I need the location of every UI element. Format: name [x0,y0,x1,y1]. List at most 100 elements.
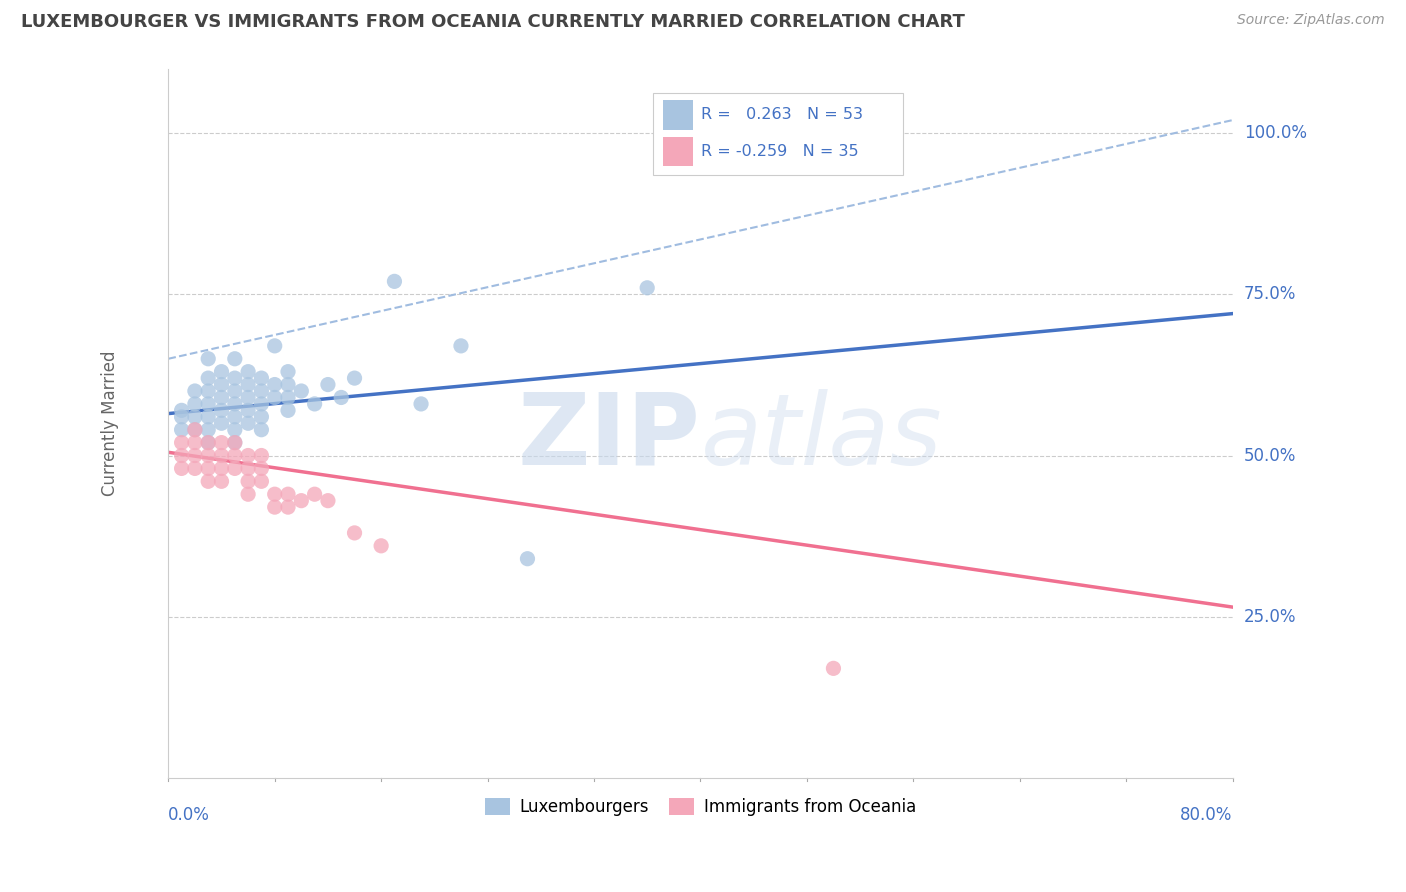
Point [170,461,193,475]
Point [236,377,259,392]
Text: 100.0%: 100.0% [1244,124,1306,142]
Point [211,461,233,475]
Point [290,384,312,398]
Bar [664,136,693,167]
Point [224,371,246,385]
Point [236,365,259,379]
Point [409,397,432,411]
Point [197,449,219,463]
Point [250,371,273,385]
Point [236,417,259,431]
Point [263,339,285,353]
Point [224,351,246,366]
Point [316,377,339,392]
Point [263,487,285,501]
Point [184,449,207,463]
Point [823,661,845,675]
Point [516,551,538,566]
Point [197,397,219,411]
Point [197,435,219,450]
Point [316,493,339,508]
Point [184,423,207,437]
Text: Source: ZipAtlas.com: Source: ZipAtlas.com [1237,13,1385,28]
Point [211,449,233,463]
Text: R = -0.259   N = 35: R = -0.259 N = 35 [702,144,859,159]
Point [184,461,207,475]
Text: 75.0%: 75.0% [1244,285,1296,303]
Point [277,391,299,405]
Point [263,500,285,515]
Text: atlas: atlas [700,389,942,486]
Point [184,423,207,437]
Point [450,339,472,353]
Point [370,539,392,553]
Point [224,384,246,398]
Point [384,274,406,288]
Point [290,493,312,508]
Text: 50.0%: 50.0% [1244,447,1296,465]
Point [250,475,273,489]
Point [224,397,246,411]
Text: LUXEMBOURGER VS IMMIGRANTS FROM OCEANIA CURRENTLY MARRIED CORRELATION CHART: LUXEMBOURGER VS IMMIGRANTS FROM OCEANIA … [21,13,965,31]
Point [236,487,259,501]
Point [197,435,219,450]
Point [236,391,259,405]
Point [170,449,193,463]
Point [211,391,233,405]
Text: 25.0%: 25.0% [1244,607,1296,626]
Text: R =   0.263   N = 53: R = 0.263 N = 53 [702,107,863,122]
Point [184,397,207,411]
Text: 0.0%: 0.0% [169,806,209,824]
Point [211,365,233,379]
Legend: Luxembourgers, Immigrants from Oceania: Luxembourgers, Immigrants from Oceania [478,791,922,823]
Point [236,449,259,463]
FancyBboxPatch shape [652,94,903,175]
Point [250,397,273,411]
Point [197,475,219,489]
Point [277,377,299,392]
Point [170,403,193,417]
Point [184,435,207,450]
Point [224,435,246,450]
Point [197,371,219,385]
Point [330,391,353,405]
Point [211,403,233,417]
Point [263,377,285,392]
Point [184,384,207,398]
Point [277,403,299,417]
Point [263,391,285,405]
Point [224,409,246,424]
Point [250,409,273,424]
Point [211,475,233,489]
Point [636,281,658,295]
Point [197,461,219,475]
Point [197,351,219,366]
Point [277,365,299,379]
Point [211,417,233,431]
Point [184,409,207,424]
Point [224,461,246,475]
Point [304,397,326,411]
Point [197,423,219,437]
Point [211,435,233,450]
Point [197,409,219,424]
Point [170,423,193,437]
Point [224,449,246,463]
Point [277,500,299,515]
Point [250,384,273,398]
Point [197,384,219,398]
Point [211,377,233,392]
Point [236,461,259,475]
Point [224,435,246,450]
Point [250,449,273,463]
Point [343,371,366,385]
Point [236,475,259,489]
Text: ZIP: ZIP [517,389,700,486]
Point [236,403,259,417]
Text: 80.0%: 80.0% [1180,806,1233,824]
Point [277,487,299,501]
Bar [664,100,693,129]
Point [224,423,246,437]
Point [343,525,366,540]
Point [250,461,273,475]
